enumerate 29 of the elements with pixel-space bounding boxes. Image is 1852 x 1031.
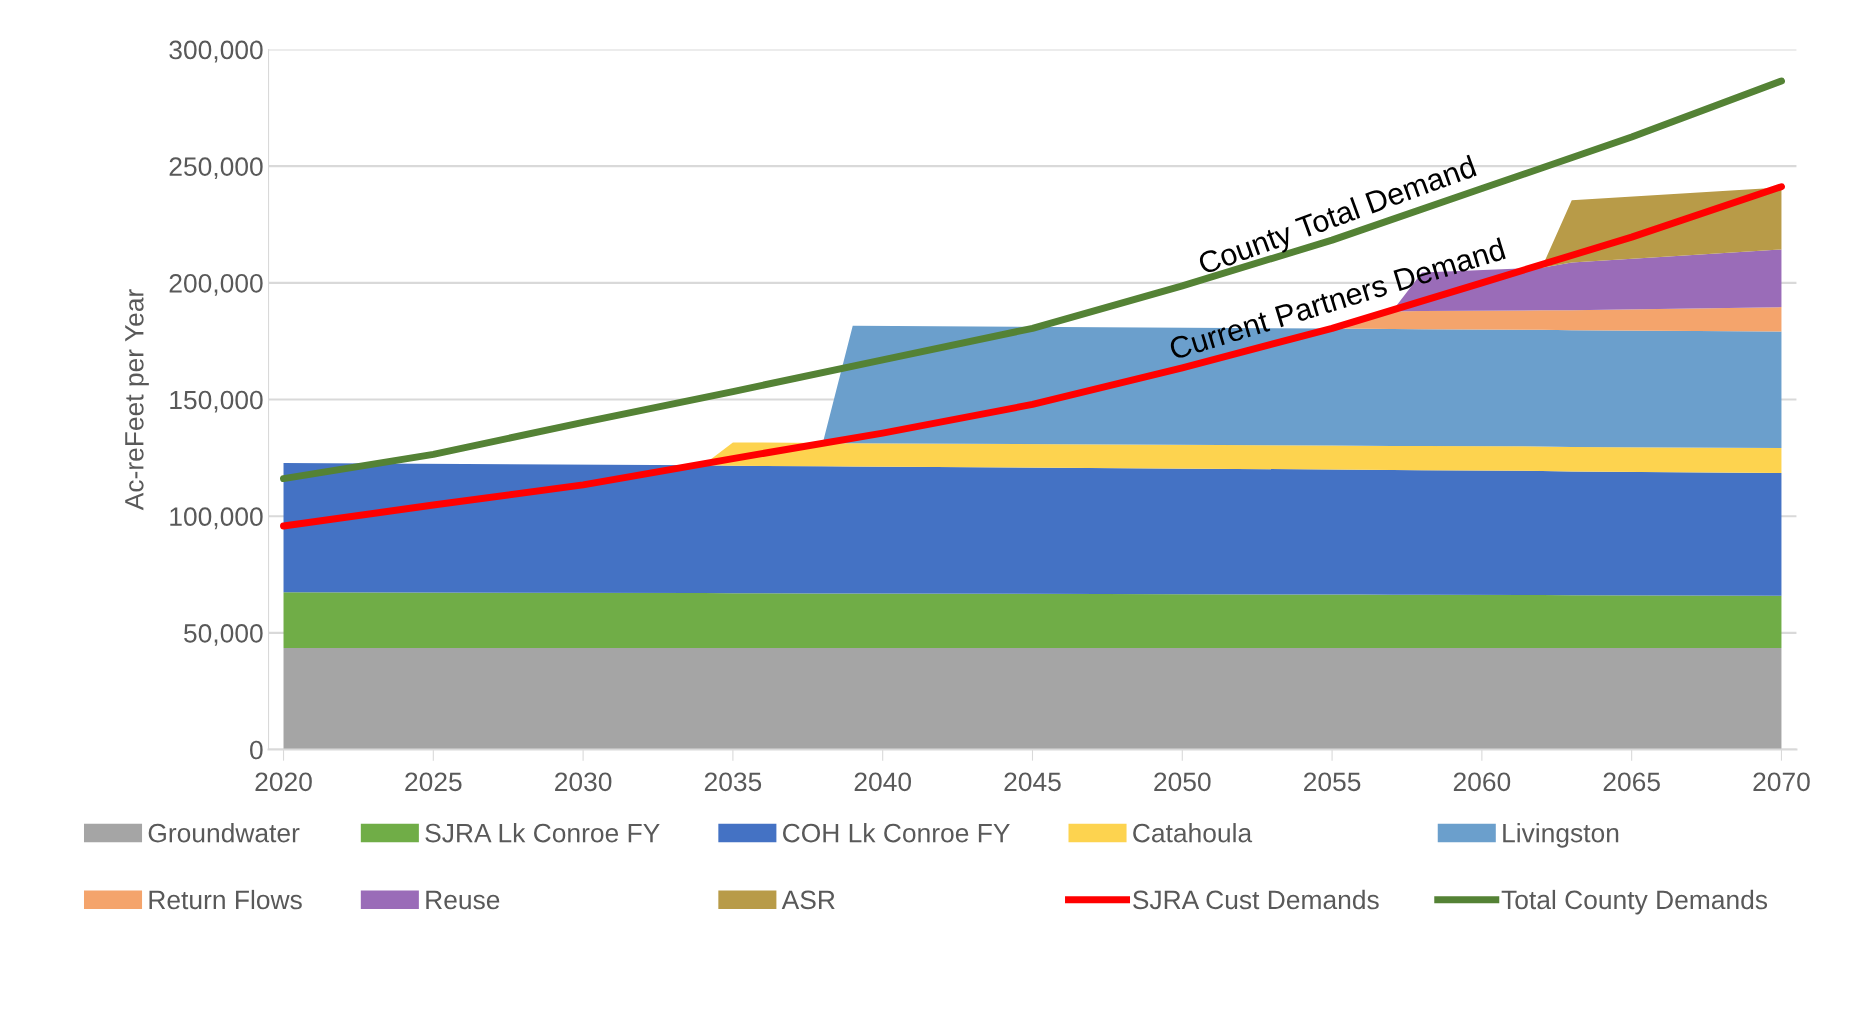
- y-tick-label: 150,000: [170, 390, 263, 413]
- legend-label: Livingston: [1503, 823, 1619, 848]
- x-tick-label: 2070: [1753, 772, 1810, 792]
- legend-label: SJRA Cust Demands: [1133, 889, 1379, 910]
- legend-label: COH Lk Conroe FY: [783, 823, 1010, 843]
- legend-label: Groundwater: [148, 823, 300, 843]
- y-axis-title: Ac-reFeet per Year: [125, 289, 149, 511]
- x-tick-label: 2025: [405, 772, 462, 792]
- y-tick-label: 100,000: [170, 507, 263, 530]
- legend-label: Catahoula: [1133, 823, 1253, 843]
- x-tick-label: 2030: [555, 772, 612, 792]
- x-tick-label: 2050: [1154, 772, 1211, 792]
- x-tick-label: 2035: [704, 772, 762, 792]
- legend-label: Return Flows: [149, 889, 302, 910]
- y-tick-label: 200,000: [169, 273, 263, 296]
- x-tick-label: 2020: [255, 772, 312, 792]
- legend-label: Reuse: [426, 890, 500, 910]
- legend-label: SJRA Lk Conroe FY: [425, 823, 660, 843]
- x-tick-label: 2065: [1603, 772, 1660, 792]
- y-tick-label: 300,000: [169, 40, 263, 63]
- y-tick-label: 250,000: [169, 157, 263, 180]
- x-tick-label: 2060: [1453, 772, 1511, 792]
- legend-label: ASR: [781, 890, 835, 910]
- x-tick-label: 2055: [1304, 772, 1361, 792]
- y-tick-label: 0: [250, 740, 263, 760]
- y-tick-label: 50,000: [184, 624, 263, 646]
- x-tick-label: 2040: [854, 772, 912, 792]
- x-tick-label: 2045: [1004, 772, 1061, 792]
- legend-label: Total County Demands: [1501, 889, 1768, 915]
